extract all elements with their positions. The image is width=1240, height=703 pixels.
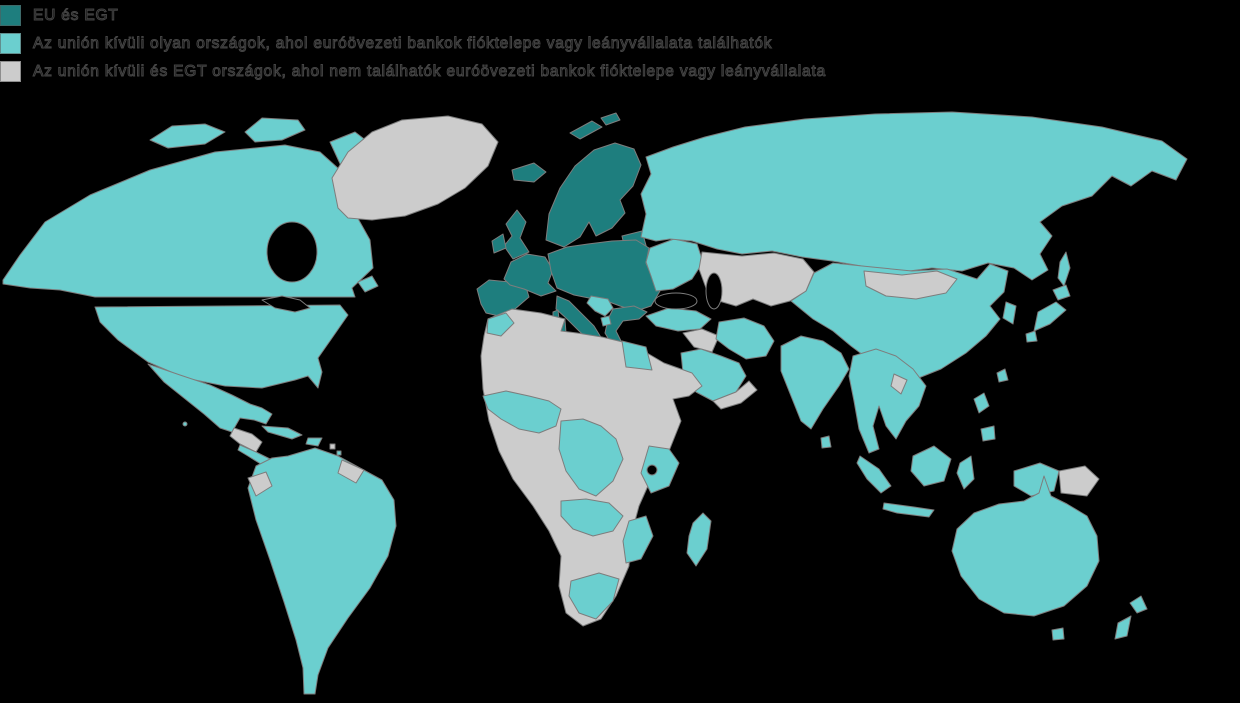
great-lakes <box>261 295 311 313</box>
region-ireland <box>491 233 507 254</box>
region-usa <box>94 304 349 389</box>
region-iran <box>715 317 775 360</box>
legend-swatch-branches <box>0 33 21 54</box>
region-yemen-oman <box>712 380 758 410</box>
legend-item: Az unión kívüli olyan országok, ahol eur… <box>0 33 826 54</box>
black-sea <box>654 292 698 310</box>
region-ecuador <box>247 471 273 497</box>
region-madagascar <box>686 512 712 567</box>
region-france <box>503 253 557 297</box>
hudson-bay <box>266 221 318 283</box>
region-laos-cambodia <box>890 373 908 395</box>
region-western-balkans <box>586 295 614 317</box>
region-new-zealand <box>1129 595 1148 614</box>
region-sakhalin <box>1057 251 1071 287</box>
region-galapagos <box>182 421 188 427</box>
region-angola-zambia <box>560 498 624 537</box>
region-tasmania <box>1051 627 1065 641</box>
legend-item: EU és EGT <box>0 5 826 26</box>
region-mongolia <box>863 270 958 300</box>
region-korea <box>1002 301 1017 325</box>
region-japan-honshu <box>1033 301 1067 332</box>
region-papua-new-guinea <box>1058 465 1100 497</box>
region-japan-hokkaido <box>1052 284 1071 301</box>
region-scandinavia <box>545 142 642 248</box>
region-egypt <box>621 340 653 371</box>
region-united-kingdom <box>503 209 530 260</box>
region-greece-bulgaria <box>604 305 648 346</box>
region-west-africa <box>482 390 562 434</box>
region-albania-macedonia <box>600 315 612 327</box>
region-south-africa <box>568 572 620 620</box>
region-cuba <box>261 425 303 440</box>
region-central-africa <box>558 418 624 497</box>
region-java <box>882 502 935 518</box>
region-east-africa <box>640 445 680 494</box>
region-mexico <box>147 363 273 433</box>
legend-label: EU és EGT <box>33 6 119 24</box>
legend: EU és EGT Az unión kívüli olyan országok… <box>0 5 826 89</box>
region-russia <box>640 111 1188 281</box>
region-borneo <box>910 445 952 487</box>
caspian-sea <box>705 272 723 310</box>
region-philippines-mindanao <box>980 425 996 442</box>
region-svalbard <box>600 112 621 126</box>
region-iceland <box>511 162 547 183</box>
region-antilles <box>336 450 342 456</box>
region-south-america <box>247 447 397 695</box>
legend-item: Az unión kívüli és EGT országok, ahol ne… <box>0 61 826 82</box>
region-southeast-asia <box>848 348 927 454</box>
region-antilles <box>329 443 336 450</box>
legend-swatch-no-presence <box>0 61 21 82</box>
region-india <box>780 335 850 430</box>
lake-victoria <box>646 464 658 476</box>
region-taiwan <box>996 368 1009 383</box>
region-canada <box>2 144 374 298</box>
region-iberia <box>476 279 530 317</box>
region-sulawesi <box>956 455 975 490</box>
region-morocco <box>486 312 515 337</box>
region-new-zealand <box>1114 615 1132 640</box>
region-arctic-island <box>244 117 306 143</box>
region-mozambique <box>622 515 654 564</box>
region-newfoundland <box>357 275 379 293</box>
region-sri-lanka <box>820 435 832 449</box>
legend-swatch-eu-egt <box>0 5 21 26</box>
region-turkey <box>645 307 712 332</box>
region-hispaniola <box>305 437 323 447</box>
region-belarus-ukraine <box>645 238 704 292</box>
legend-label: Az unión kívüli és EGT országok, ahol ne… <box>32 62 827 80</box>
region-australia <box>951 475 1100 617</box>
region-svalbard <box>569 120 603 140</box>
legend-label: Az unión kívüli olyan országok, ahol eur… <box>32 34 773 52</box>
region-guyana-suriname <box>337 459 365 484</box>
region-west-new-guinea <box>1013 462 1060 497</box>
region-sumatra <box>856 455 892 494</box>
region-greenland <box>331 115 499 221</box>
region-arctic-island <box>149 123 226 149</box>
region-syria-iraq <box>682 328 720 353</box>
region-philippines-luzon <box>973 392 990 414</box>
region-japan-kyushu <box>1025 330 1038 343</box>
